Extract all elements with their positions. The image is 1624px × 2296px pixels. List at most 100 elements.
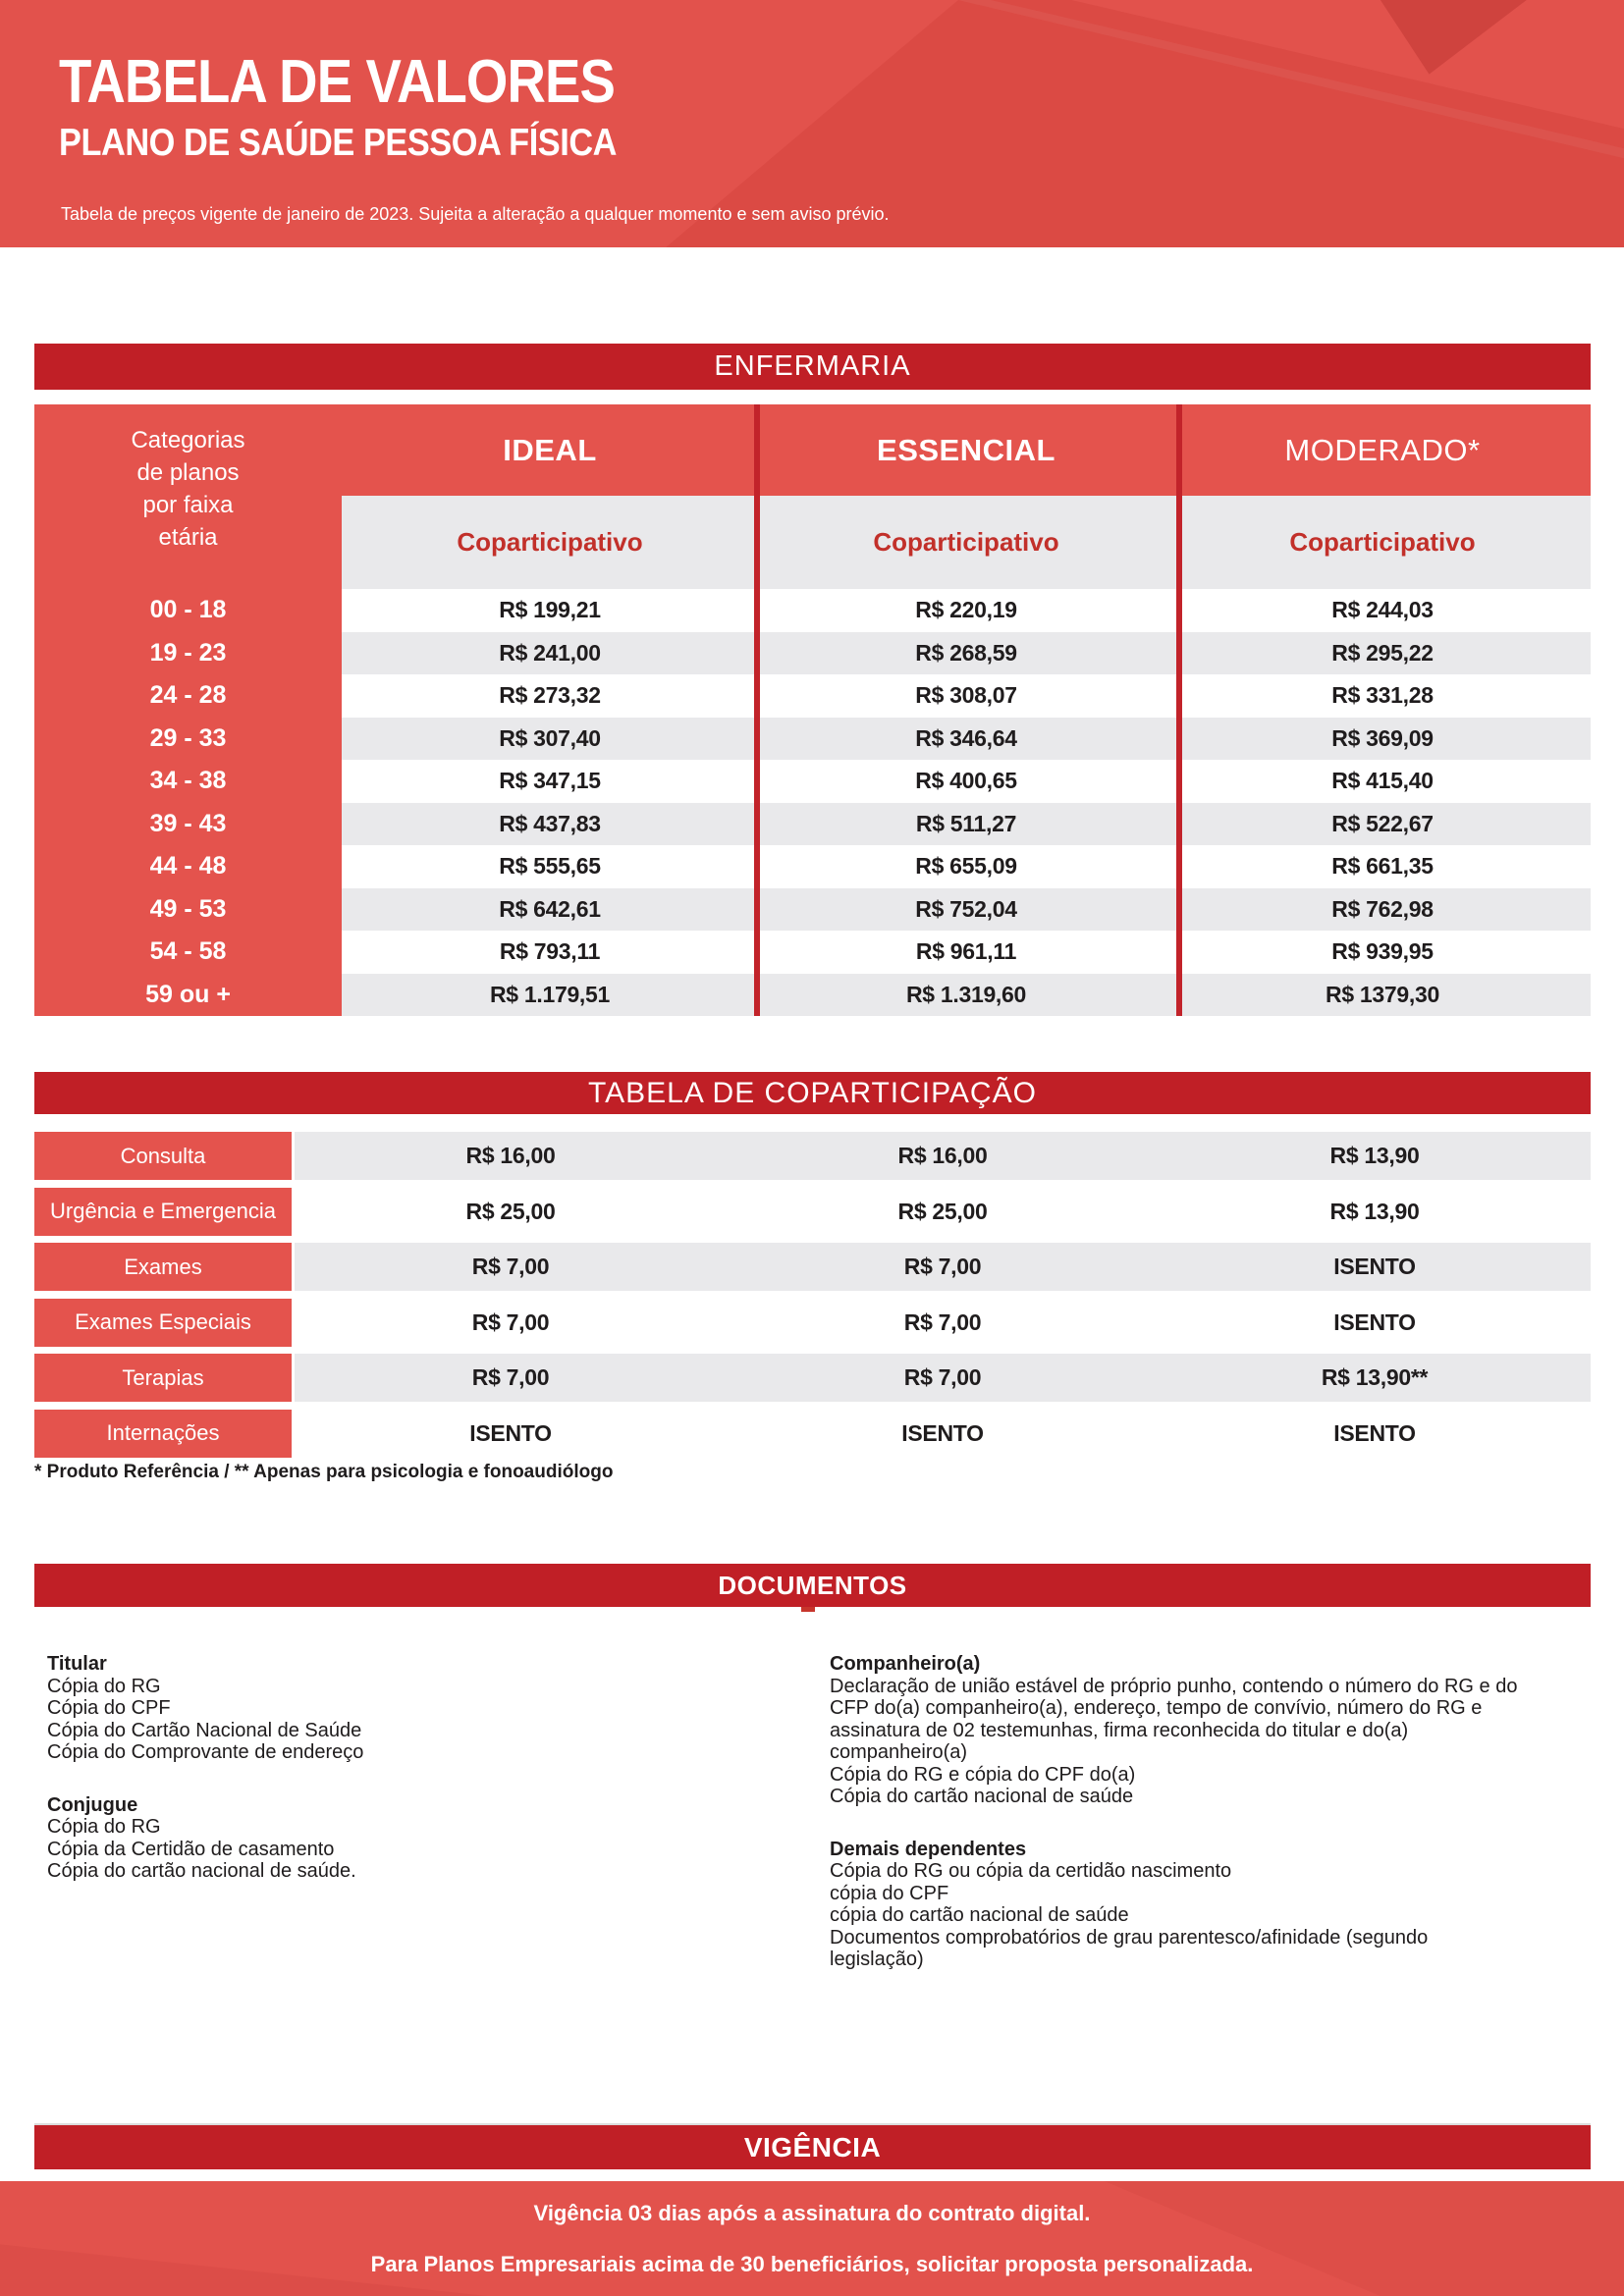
price-cell: R$ 415,40 [1174,760,1591,803]
price-cell: R$ 273,32 [342,674,758,718]
copart-value: R$ 13,90** [1321,1364,1429,1390]
copart-row-label: Terapias [34,1354,292,1402]
price-cell: R$ 555,65 [342,845,758,888]
doc-line: Cópia do Cartão Nacional de Saúde [47,1719,362,1741]
documents-left-column: Titular Cópia do RG Cópia do CPF Cópia d… [47,1653,815,1971]
subheader-coparticipativo-moderado: Coparticipativo [1174,496,1591,589]
doc-group-heading: Conjugue [47,1793,138,1816]
doc-group-companheiro: Companheiro(a) Declaração de união estáv… [830,1653,1527,1808]
doc-line: Cópia do Comprovante de endereço [47,1741,364,1763]
doc-line: Cópia do RG [47,1816,161,1838]
price-table: Categorias de planos por faixa etária ID… [34,404,1591,1016]
documents-right-column: Companheiro(a) Declaração de união estáv… [830,1653,1527,1971]
price-cell: R$ 199,21 [342,589,758,632]
copart-value: ISENTO [1333,1254,1416,1279]
doc-line: Cópia do RG e cópia do CPF do(a) [830,1763,1136,1786]
table-row: Urgência e Emergencia R$ 25,00 R$ 25,00 … [34,1187,1591,1236]
doc-group-titular: Titular Cópia do RG Cópia do CPF Cópia d… [47,1653,815,1764]
copart-value: R$ 7,00 [471,1254,550,1279]
copart-row-label: Consulta [34,1132,292,1180]
copart-row-values: R$ 16,00 R$ 16,00 R$ 13,90 [295,1132,1591,1180]
copart-row-label: Exames [34,1243,292,1291]
section-title-coparticipacao: TABELA DE COPARTICIPAÇÃO [588,1076,1037,1109]
copart-value: R$ 25,00 [897,1198,988,1224]
copart-value: R$ 7,00 [471,1364,550,1390]
copart-value: ISENTO [901,1419,984,1446]
coparticipation-footnote: * Produto Referência / ** Apenas para ps… [34,1462,614,1482]
price-cell: R$ 295,22 [1174,631,1591,674]
price-cell: R$ 244,03 [1174,589,1591,632]
age-range-cell: 34 - 38 [34,760,342,803]
coparticipation-table: Consulta R$ 16,00 R$ 16,00 R$ 13,90 Urgê… [34,1132,1591,1465]
footer-band: Vigência 03 dias após a assinatura do co… [0,2181,1624,2296]
footer-vigencia-line: Vigência 03 dias após a assinatura do co… [533,2200,1091,2225]
price-cell: R$ 1.179,51 [342,973,758,1016]
copart-row-values: ISENTO ISENTO ISENTO [295,1409,1591,1458]
age-range-cell: 54 - 58 [34,931,342,974]
age-range-cell: 49 - 53 [34,887,342,931]
section-bar-enfermaria: ENFERMARIA [34,344,1591,390]
table-row: Exames Especiais R$ 7,00 R$ 7,00 ISENTO [34,1298,1591,1347]
column-header-moderado: MODERADO* [1174,404,1591,496]
age-range-cell: 19 - 23 [34,631,342,674]
price-cell: R$ 642,61 [342,887,758,931]
copart-row-label: Urgência e Emergencia [34,1187,292,1236]
section-bar-coparticipacao: TABELA DE COPARTICIPAÇÃO [34,1072,1591,1114]
price-cell: R$ 655,09 [758,845,1174,888]
price-cell: R$ 939,95 [1174,931,1591,974]
age-range-cell: 00 - 18 [34,589,342,632]
copart-value: R$ 25,00 [465,1198,556,1224]
price-cell: R$ 347,15 [342,760,758,803]
table-row: Exames R$ 7,00 R$ 7,00 ISENTO [34,1243,1591,1291]
copart-row-values: R$ 7,00 R$ 7,00 ISENTO [295,1298,1591,1347]
footer-empresarial-line: Para Planos Empresariais acima de 30 ben… [370,2251,1254,2276]
price-cell: R$ 511,27 [758,802,1174,845]
copart-row-values: R$ 7,00 R$ 7,00 R$ 13,90** [295,1354,1591,1402]
price-cell: R$ 220,19 [758,589,1174,632]
section-title-documentos: DOCUMENTOS [718,1570,907,1600]
doc-line: Cópia do cartão nacional de saúde. [47,1860,356,1882]
copart-value: R$ 7,00 [903,1308,982,1335]
column-divider [1176,404,1182,1016]
doc-paragraph: Declaração de união estável de próprio p… [830,1675,1518,1764]
table-row: Terapias R$ 7,00 R$ 7,00 R$ 13,90** [34,1354,1591,1402]
hero-header: TABELA DE VALORES PLANO DE SAÚDE PESSOA … [0,0,1624,247]
table-row: Consulta R$ 16,00 R$ 16,00 R$ 13,90 [34,1132,1591,1180]
copart-value: R$ 13,90 [1329,1198,1420,1224]
copart-value: R$ 16,00 [897,1143,988,1168]
copart-value: R$ 13,90 [1329,1143,1420,1168]
copart-row-values: R$ 25,00 R$ 25,00 R$ 13,90 [295,1187,1591,1236]
doc-line: Cópia do CPF [47,1697,171,1719]
price-cell: R$ 331,28 [1174,674,1591,718]
copart-row-values: R$ 7,00 R$ 7,00 ISENTO [295,1243,1591,1291]
doc-line: cópia do CPF [830,1882,949,1904]
price-cell: R$ 268,59 [758,631,1174,674]
copart-value: R$ 7,00 [471,1308,550,1335]
section-bar-vigencia: VIGÊNCIA [34,2125,1591,2169]
corner-line: de planos [136,459,240,486]
copart-row-label: Internações [34,1409,292,1458]
price-cell: R$ 522,67 [1174,802,1591,845]
price-cell: R$ 307,40 [342,717,758,760]
section-bar-documentos: DOCUMENTOS [34,1564,1591,1612]
documents-section: Titular Cópia do RG Cópia do CPF Cópia d… [47,1653,1591,1971]
age-range-cell: 44 - 48 [34,845,342,888]
column-header-essencial: ESSENCIAL [758,404,1174,496]
doc-group-conjugue: Conjugue Cópia do RG Cópia da Certidão d… [47,1794,815,1883]
doc-line: cópia do cartão nacional de saúde [830,1904,1129,1926]
column-header-ideal: IDEAL [342,404,758,496]
doc-group-heading: Companheiro(a) [830,1653,981,1675]
copart-value: R$ 7,00 [903,1364,982,1390]
price-cell: R$ 1379,30 [1174,973,1591,1016]
doc-line: Cópia da Certidão de casamento [47,1838,335,1860]
copart-value: R$ 16,00 [465,1143,556,1168]
price-table-corner-label: Categorias de planos por faixa etária [34,404,342,589]
age-range-cell: 39 - 43 [34,802,342,845]
doc-line: Cópia do RG ou cópia da certidão nascime… [830,1860,1232,1882]
price-cell: R$ 346,64 [758,717,1174,760]
age-range-cell: 29 - 33 [34,717,342,760]
price-cell: R$ 400,65 [758,760,1174,803]
copart-value: ISENTO [1333,1308,1416,1335]
price-cell: R$ 1.319,60 [758,973,1174,1016]
